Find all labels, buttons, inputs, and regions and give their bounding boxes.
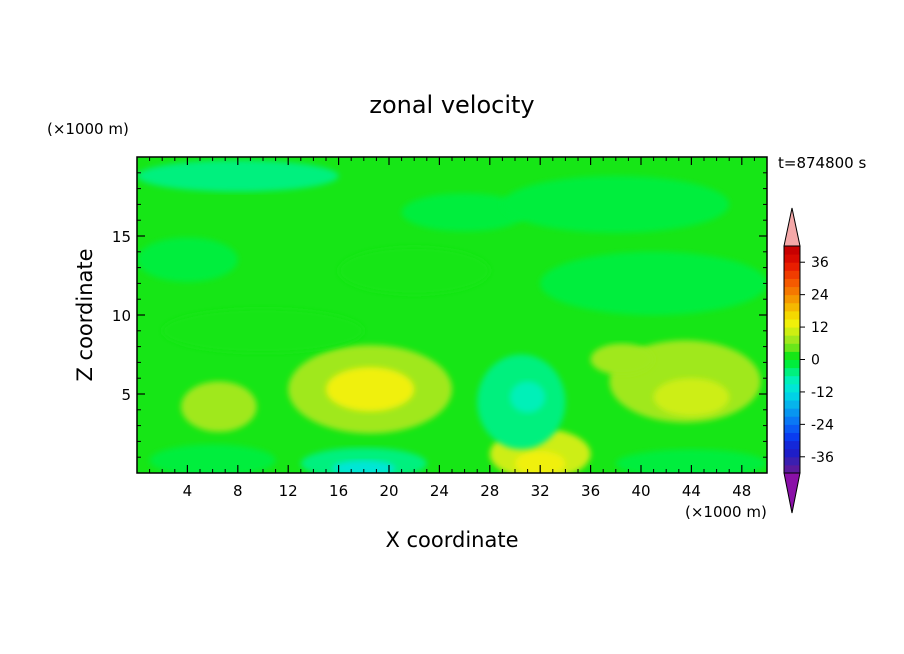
y-tick-label: 10 — [112, 307, 131, 325]
x-tick-label: 12 — [279, 482, 298, 500]
x-tick-label: 32 — [531, 482, 550, 500]
x-tick-label: 24 — [430, 482, 449, 500]
y-unit-label: (×1000 m) — [47, 120, 129, 138]
colorbar-over-triangle — [783, 207, 801, 247]
colorbar-band — [784, 383, 800, 393]
colorbar-tick-label: 0 — [811, 353, 820, 369]
contour-region-2 — [181, 381, 257, 432]
x-axis-label: X coordinate — [385, 528, 518, 552]
contour-region-18 — [338, 247, 490, 295]
x-axis: 4 8 12 16 20 24 28 32 36 40 44 48 — [149, 157, 755, 500]
contour-region-14 — [401, 193, 528, 232]
x-tick-label: 20 — [379, 482, 398, 500]
colorbar-band — [784, 327, 800, 336]
colorbar-band — [784, 440, 800, 450]
contour-region-13 — [137, 160, 339, 192]
colorbar-tick-label: -24 — [811, 417, 834, 433]
colorbar-band — [784, 262, 800, 271]
colorbar-band — [784, 375, 800, 385]
contour-region-17 — [540, 251, 767, 315]
contour-region-8 — [509, 381, 546, 413]
x-tick-label: 36 — [581, 482, 600, 500]
contour-region-20 — [590, 343, 654, 376]
colorbar-band — [784, 318, 800, 328]
colorbar-band — [784, 302, 800, 312]
colorbar-tick-label: 36 — [811, 255, 829, 271]
colorbar-tick-label: -12 — [811, 385, 834, 401]
x-tick-label: 28 — [480, 482, 499, 500]
y-tick-label: 5 — [121, 386, 131, 404]
colorbar-band — [784, 400, 800, 409]
colorbar-band — [784, 408, 800, 417]
colorbar-band — [784, 359, 800, 369]
colorbar-band — [784, 351, 800, 360]
colorbar-band — [784, 286, 800, 296]
colorbar-band — [784, 310, 800, 320]
contour-region-10 — [332, 460, 396, 473]
contour-region-1 — [326, 367, 415, 412]
colorbar-tick-label: 24 — [811, 288, 829, 304]
colorbar-band — [784, 335, 800, 344]
contour-region-16 — [137, 237, 238, 282]
contour-region-19 — [162, 308, 364, 353]
colorbar-band — [784, 246, 800, 255]
x-tick-label: 48 — [732, 482, 751, 500]
colorbar-tick-label: -36 — [811, 450, 834, 466]
colorbar-band — [784, 416, 800, 425]
colorbar-band — [784, 254, 800, 263]
contour-regions — [137, 160, 767, 473]
x-unit-label: (×1000 m) — [685, 503, 767, 521]
y-tick-label: 15 — [112, 228, 131, 246]
contour-region-12 — [615, 449, 767, 473]
x-tick-label: 44 — [682, 482, 701, 500]
colorbar-band — [784, 367, 800, 377]
colorbar-band — [784, 456, 800, 466]
x-tick-label: 8 — [233, 482, 243, 500]
contour-region-6 — [515, 450, 566, 473]
contour-region-4 — [653, 378, 730, 417]
y-axis-label: Z coordinate — [73, 248, 97, 381]
colorbar-tick-label: 12 — [811, 320, 829, 336]
colorbar-band — [784, 424, 800, 433]
chart-title: zonal velocity — [369, 91, 534, 119]
contour-region-11 — [149, 444, 276, 473]
x-tick-label: 40 — [631, 482, 650, 500]
colorbar-band — [784, 343, 800, 352]
time-label: t=874800 s — [778, 154, 866, 172]
colorbar-band — [784, 278, 800, 288]
colorbar-band — [784, 294, 800, 304]
colorbar-band — [784, 464, 800, 474]
colorbar-band — [784, 448, 800, 458]
x-tick-label: 4 — [183, 482, 193, 500]
colorbar-band — [784, 270, 800, 279]
plot-area — [136, 156, 768, 474]
x-tick-label: 16 — [329, 482, 348, 500]
colorbar: 36 24 12 0 -12 -24 -36 — [783, 207, 834, 514]
contour-region-15 — [502, 175, 730, 233]
y-axis: 5 10 15 — [112, 172, 767, 458]
colorbar-band — [784, 391, 800, 401]
colorbar-band — [784, 432, 800, 442]
colorbar-under-triangle — [783, 472, 801, 514]
